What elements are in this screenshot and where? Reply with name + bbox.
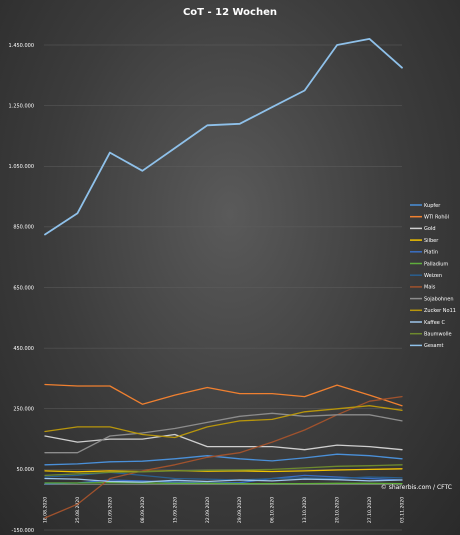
legend-entry: Gesamt: [424, 343, 443, 349]
legend-entry: Silber: [424, 238, 439, 244]
x-tick-label: 01.09.2020: [107, 497, 113, 523]
legend-entry: Palladium: [424, 261, 448, 267]
y-axis-ticks: -150.000 50.000 250.000 450.000 650.000 850.0…: [9, 43, 34, 534]
legend-entry: Kupfer: [424, 203, 441, 209]
series-line: [44, 453, 403, 466]
legend-entry: Mais: [424, 285, 436, 291]
series-line: [44, 477, 403, 483]
y-tick-label: 1.450.000: [9, 43, 34, 49]
series-line: [44, 38, 403, 236]
x-tick-label: 15.09.2020: [172, 497, 178, 523]
series-line: [44, 412, 403, 454]
legend-entry: WTI Rohöl: [424, 215, 449, 221]
y-tick-label: 650.000: [13, 285, 34, 291]
y-tick-label: 1.250.000: [9, 103, 34, 109]
legend-entry: Baumwolle: [424, 332, 452, 338]
series-line: [44, 395, 403, 519]
y-tick-label: 250.000: [13, 407, 34, 413]
x-axis-ticks: 18.08.2020 25.08.2020 01.09.2020 08.09.2020…: [43, 497, 406, 523]
x-tick-label: 27.10.2020: [367, 497, 373, 523]
x-tick-label: 25.08.2020: [75, 497, 81, 523]
legend-entry: Weizen: [424, 273, 442, 279]
series-line: [44, 383, 403, 407]
series-line: [44, 468, 403, 473]
x-tick-label: 29.09.2020: [237, 497, 243, 523]
series-line: [44, 405, 403, 439]
grid-lines: [44, 44, 402, 531]
y-tick-label: 50.000: [17, 467, 35, 473]
y-tick-label: -150.000: [12, 528, 34, 534]
series-line: [44, 482, 403, 485]
legend-entry: Platin: [424, 250, 438, 256]
chart-title: CoT - 12 Wochen: [183, 7, 277, 18]
y-tick-label: 450.000: [13, 346, 34, 352]
legend-entry: Zucker No11: [424, 308, 456, 314]
x-tick-label: 03.11.2020: [400, 497, 406, 523]
legend: Kupfer WTI Rohöl Gold Silber Platin Palladium…: [410, 203, 456, 349]
x-tick-label: 06.10.2020: [270, 497, 276, 523]
y-tick-label: 1.050.000: [9, 164, 34, 170]
x-tick-label: 18.08.2020: [43, 497, 49, 523]
legend-entry: Sojabohnen: [424, 296, 454, 302]
legend-entry: Kaffee C: [424, 320, 445, 326]
x-tick-label: 22.09.2020: [205, 497, 211, 523]
y-tick-label: 850.000: [13, 225, 34, 231]
series-line: [44, 433, 403, 451]
source-label: © sharerbis.com / CFTC: [381, 484, 452, 491]
series-line: [44, 464, 403, 477]
x-tick-label: 08.09.2020: [140, 497, 146, 523]
series-lines: [44, 38, 403, 519]
legend-entry: Gold: [424, 226, 436, 232]
x-tick-label: 13.10.2020: [302, 497, 308, 523]
x-tick-label: 20.10.2020: [335, 497, 341, 523]
